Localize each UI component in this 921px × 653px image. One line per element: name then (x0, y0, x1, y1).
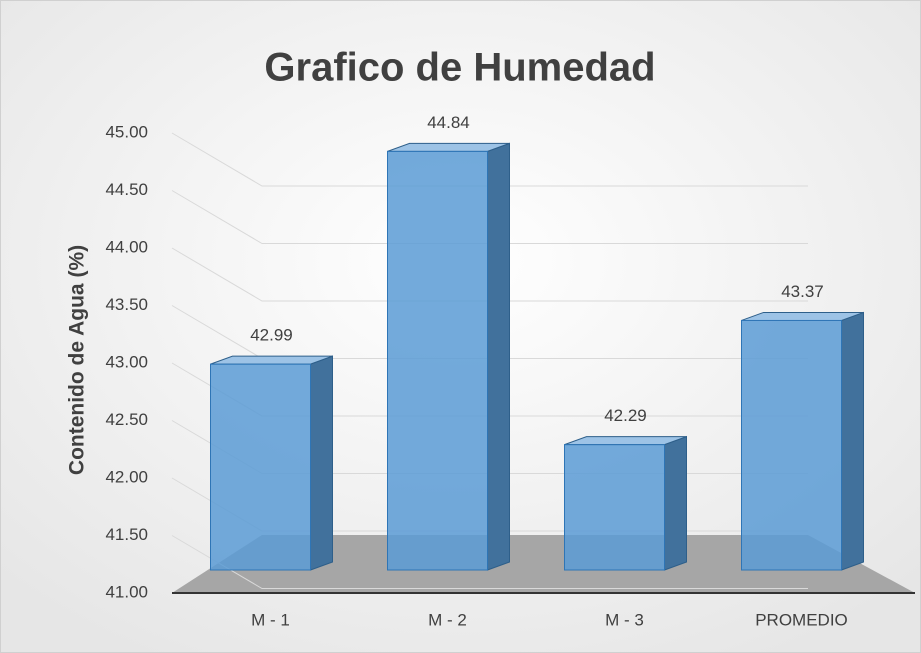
value-label: 42.29 (604, 406, 647, 425)
x-tick-label: PROMEDIO (755, 610, 848, 629)
x-tick-label: M - 1 (251, 610, 290, 629)
x-tick-label: M - 3 (605, 610, 644, 629)
y-tick-label: 41.50 (105, 525, 148, 544)
y-tick-label: 41.00 (105, 582, 148, 601)
bar-side (841, 311, 864, 571)
bar-front (387, 150, 488, 571)
bar-side (664, 435, 687, 571)
value-label: 43.37 (781, 282, 824, 301)
grid-line (171, 190, 808, 244)
y-tick-label: 43.50 (105, 295, 148, 314)
y-tick-label: 45.00 (105, 122, 148, 141)
bar-front (741, 319, 842, 571)
bar (210, 355, 333, 571)
bar-side (487, 142, 510, 571)
bar (387, 142, 510, 571)
y-tick-label: 42.50 (105, 410, 148, 429)
y-axis-label: Contenido de Agua (%) (66, 245, 89, 475)
grid-line (171, 535, 808, 589)
value-label: 42.99 (250, 326, 293, 345)
chart-title: Grafico de Humedad (264, 46, 655, 90)
y-tick-label: 42.00 (105, 467, 148, 486)
y-tick-label: 43.00 (105, 352, 148, 371)
y-tick-label: 44.00 (105, 237, 148, 256)
y-tick-label: 44.50 (105, 180, 148, 199)
bar (741, 311, 864, 571)
value-label: 44.84 (427, 113, 470, 132)
bar-top (564, 436, 687, 446)
bar-side (310, 355, 333, 571)
bar-top (741, 311, 864, 321)
bar-top (387, 142, 510, 152)
x-tick-label: M - 2 (428, 610, 467, 629)
bar-front (210, 363, 311, 571)
grid-line (171, 247, 808, 302)
bar-front (564, 444, 665, 571)
bar (564, 435, 687, 571)
bar-top (210, 355, 333, 365)
floor (172, 535, 915, 593)
grid-line (171, 132, 808, 187)
